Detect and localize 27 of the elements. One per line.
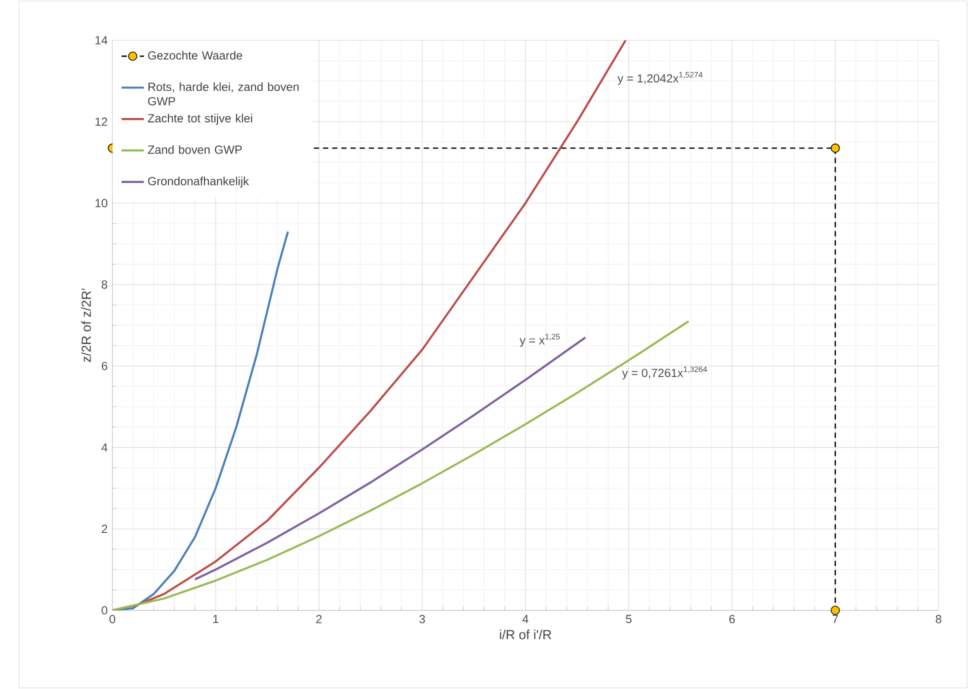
x-tick-label: 8 bbox=[936, 615, 942, 624]
annotation: y = x$^{1,25}$ bbox=[520, 334, 560, 347]
legend-label: Grondonafhankelijk bbox=[148, 176, 249, 188]
x-tick-label: 6 bbox=[729, 615, 735, 624]
y-tick-label: 4 bbox=[101, 443, 108, 452]
x-axis-title: i/R of i'/R bbox=[500, 630, 552, 640]
y-tick-label: 12 bbox=[96, 118, 108, 126]
legend-label: Zand boven GWP bbox=[148, 145, 242, 154]
x-tick-label: 7 bbox=[832, 615, 838, 624]
x-tick-label: 5 bbox=[626, 615, 632, 624]
annotation: y = 0,7261x$^{1,3264}$ bbox=[622, 366, 708, 380]
y-tick-label: 10 bbox=[96, 199, 108, 208]
y-axis-title: z/2R of z/2R' bbox=[81, 288, 91, 362]
y-tick-label: 0 bbox=[102, 606, 108, 615]
x-tick-label: 4 bbox=[522, 615, 528, 624]
legend-label: Rots, harde klei, zand boven GWP bbox=[148, 82, 299, 106]
x-tick-label: 3 bbox=[419, 615, 425, 624]
x-tick-label: 2 bbox=[316, 615, 322, 624]
y-tick-label: 14 bbox=[96, 36, 108, 44]
y-tick-label: 2 bbox=[102, 524, 108, 534]
legend-label: Zachte tot stijve klei bbox=[148, 114, 252, 125]
y-tick-label: 8 bbox=[102, 280, 108, 289]
y-tick-label: 6 bbox=[102, 362, 108, 370]
annotation: y = 1,2042x$^{1,5274}$ bbox=[618, 72, 702, 85]
x-tick-label: 1 bbox=[213, 615, 218, 624]
x-tick-label: 0 bbox=[110, 615, 116, 624]
legend-label: Gezochte Waarde bbox=[148, 51, 242, 60]
